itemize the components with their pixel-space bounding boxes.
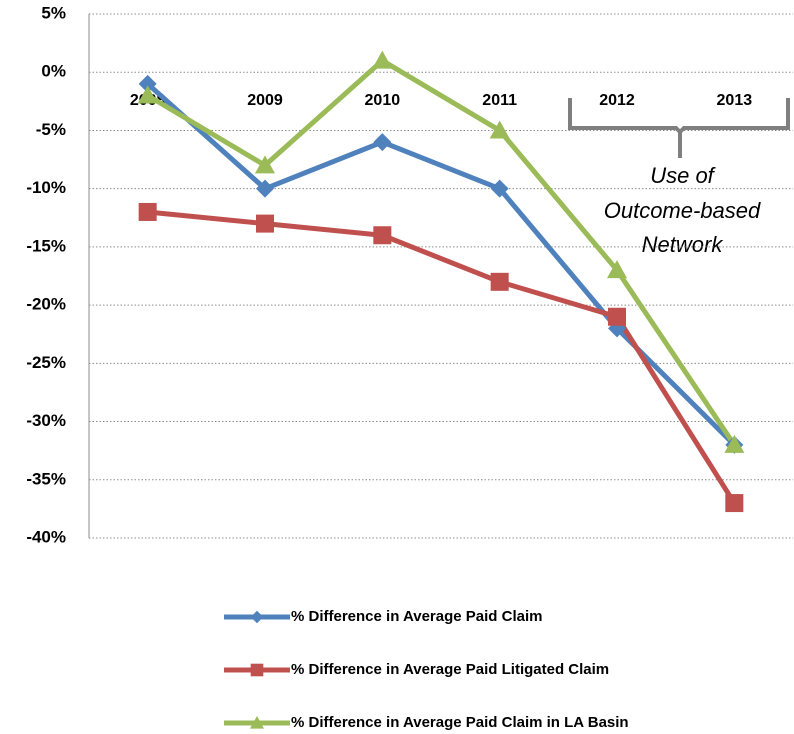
- marker: [725, 494, 744, 513]
- y-tick-label: -5%: [36, 120, 66, 139]
- series-line: [147, 209, 737, 505]
- y-tick-label: 5%: [41, 3, 66, 22]
- annotation: Use of: [650, 163, 716, 188]
- x-tick-label: 2010: [365, 92, 401, 109]
- y-tick-label: -35%: [26, 469, 66, 488]
- x-tick-label: 2013: [717, 92, 753, 109]
- marker: [607, 260, 627, 279]
- marker: [373, 226, 392, 245]
- y-tick-label: -40%: [26, 527, 66, 546]
- marker: [490, 272, 509, 291]
- marker: [138, 74, 157, 93]
- marker: [724, 434, 745, 453]
- marker: [255, 155, 275, 174]
- marker: [256, 179, 274, 198]
- y-tick-label: -25%: [26, 353, 66, 372]
- series-line: [146, 58, 737, 447]
- x-tick-label: 2009: [247, 92, 283, 109]
- legend-label: % Difference in Average Paid Claim in LA…: [291, 714, 629, 731]
- legend-marker: [250, 663, 264, 677]
- marker: [138, 202, 157, 221]
- legend-marker: [250, 716, 264, 729]
- y-tick-label: -15%: [26, 236, 66, 255]
- legend-label: % Difference in Average Paid Litigated C…: [291, 661, 609, 678]
- legend-label: % Difference in Average Paid Claim: [291, 608, 542, 625]
- marker: [372, 50, 393, 69]
- x-tick-label: 2012: [599, 92, 635, 109]
- x-tick-label: 2011: [482, 92, 517, 109]
- marker: [256, 214, 274, 233]
- y-tick-label: -20%: [26, 295, 66, 314]
- marker: [490, 179, 509, 198]
- marker: [608, 307, 626, 326]
- marker: [489, 120, 510, 139]
- y-tick-label: -30%: [26, 411, 66, 430]
- annotation: Outcome-based: [604, 198, 761, 223]
- y-tick-label: -10%: [26, 178, 66, 197]
- annotation: Network: [642, 232, 724, 257]
- y-tick-label: 0%: [41, 62, 66, 81]
- marker: [137, 85, 158, 104]
- legend-marker: [250, 610, 264, 624]
- marker: [373, 133, 392, 152]
- series-line: [146, 82, 737, 447]
